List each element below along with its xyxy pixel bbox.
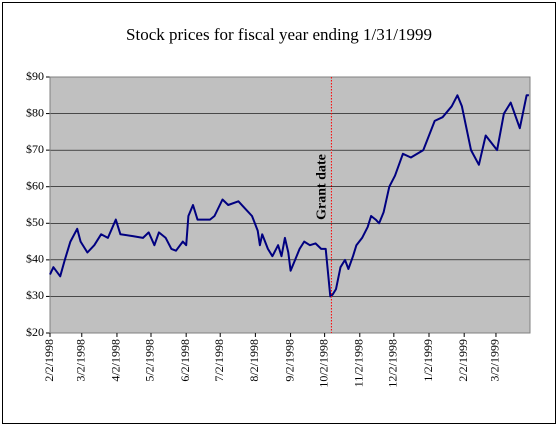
x-tick-label: 5/2/1998 bbox=[143, 339, 157, 382]
x-tick-label: 3/2/1998 bbox=[74, 339, 88, 382]
x-tick-label: 1/2/1999 bbox=[421, 339, 435, 382]
x-tick-label: 7/2/1998 bbox=[212, 339, 226, 382]
x-tick-label: 10/2/1998 bbox=[316, 339, 330, 388]
plot-border bbox=[49, 76, 531, 334]
x-tick-label: 2/2/1998 bbox=[42, 339, 56, 382]
x-tick-label: 12/2/1998 bbox=[386, 339, 400, 388]
y-tick-label: $80 bbox=[26, 105, 44, 119]
x-tick-label: 3/2/1999 bbox=[488, 339, 502, 382]
x-tick-label: 8/2/1998 bbox=[247, 339, 261, 382]
y-tick-label: $20 bbox=[26, 325, 44, 339]
chart-title: Stock prices for fiscal year ending 1/31… bbox=[126, 25, 432, 44]
x-tick-label: 9/2/1998 bbox=[282, 339, 296, 382]
y-tick-label: $40 bbox=[26, 252, 44, 266]
annotation-label: Grant date bbox=[315, 154, 330, 220]
y-tick-label: $30 bbox=[26, 288, 44, 302]
x-tick-label: 2/2/1999 bbox=[456, 339, 470, 382]
y-tick-label: $60 bbox=[26, 178, 44, 192]
price-line bbox=[49, 94, 529, 298]
plot-area bbox=[50, 77, 530, 333]
x-tick-label: 4/2/1998 bbox=[109, 339, 123, 382]
x-tick-label: 11/2/1998 bbox=[352, 339, 366, 387]
x-tick-label: 6/2/1998 bbox=[178, 339, 192, 382]
y-tick-label: $90 bbox=[26, 69, 44, 83]
y-tick-label: $50 bbox=[26, 215, 44, 229]
y-tick-label: $70 bbox=[26, 142, 44, 156]
